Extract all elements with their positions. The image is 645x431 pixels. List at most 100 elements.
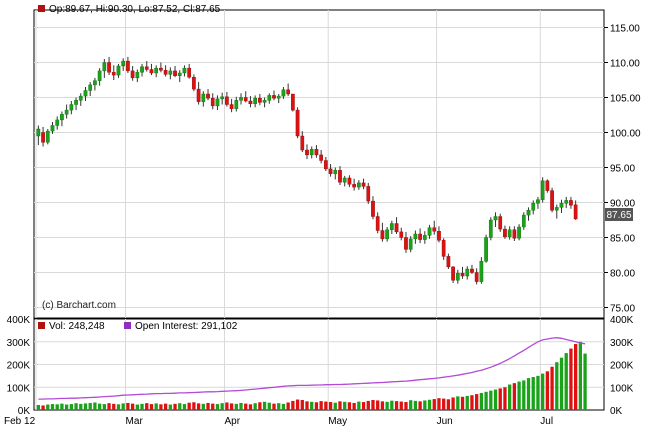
candle — [102, 59, 107, 78]
candle — [173, 66, 177, 78]
candle-body — [451, 266, 455, 281]
candle-body — [531, 202, 536, 211]
candle — [446, 253, 451, 269]
candle-body — [295, 109, 300, 137]
candle-body — [243, 97, 248, 102]
volume-bar — [229, 403, 234, 410]
candle — [333, 167, 338, 180]
candle — [399, 227, 404, 241]
candle — [319, 150, 323, 164]
candle-body — [418, 233, 422, 240]
candle — [347, 175, 352, 188]
candle-body — [488, 219, 493, 238]
candle — [531, 200, 536, 215]
ohlc-legend: Op:89.67, Hi:90.30, Lo:87.52, Cl:87.65 — [49, 4, 221, 15]
candle-body — [408, 238, 413, 250]
volume-bar — [376, 400, 380, 410]
volume-bar — [46, 404, 50, 410]
candle — [215, 95, 220, 111]
volume-bar — [295, 399, 300, 410]
candle — [427, 224, 432, 239]
candle-body — [225, 96, 229, 105]
volume-bar — [116, 404, 121, 410]
volume-bar — [460, 396, 465, 410]
candle — [441, 238, 446, 260]
candle-body — [267, 95, 272, 101]
candle-body — [324, 160, 328, 170]
candle — [352, 178, 356, 191]
volume-bar — [168, 404, 172, 410]
volume-bar — [522, 380, 526, 410]
candle — [192, 74, 196, 92]
candle-body — [399, 231, 404, 238]
candle — [154, 65, 159, 78]
candle-body — [93, 80, 97, 86]
volume-bar — [220, 403, 224, 410]
candle-body — [380, 230, 385, 240]
volume-bar — [446, 399, 451, 410]
candle — [225, 91, 229, 107]
candle-body — [371, 200, 375, 217]
candle-body — [159, 67, 163, 71]
candle — [573, 200, 578, 220]
candle — [512, 226, 517, 241]
volume-bar — [404, 402, 408, 410]
volume-bar — [192, 402, 196, 410]
candle — [324, 157, 328, 171]
candle-body — [258, 97, 262, 103]
candle-body — [239, 97, 243, 101]
candle — [182, 65, 187, 77]
candle-body — [210, 97, 215, 107]
candle-body — [432, 227, 437, 232]
candle — [413, 230, 418, 244]
candle — [474, 268, 479, 285]
candle-body — [361, 182, 366, 187]
volume-bar — [361, 402, 366, 410]
candle — [69, 101, 74, 115]
candle — [149, 63, 154, 76]
candle-body — [144, 66, 149, 70]
candle — [408, 236, 413, 253]
candle — [239, 93, 243, 105]
volume-bar — [60, 403, 64, 410]
volume-bar — [201, 403, 205, 410]
candle — [437, 226, 441, 243]
volume-bar — [314, 402, 319, 410]
candle — [45, 129, 50, 145]
volume-bar — [517, 381, 521, 410]
volume-bar — [135, 404, 139, 410]
volume-bar — [41, 405, 45, 410]
candle — [305, 144, 309, 160]
candle-body — [347, 177, 352, 185]
candle-body — [427, 227, 432, 236]
candle — [460, 266, 465, 279]
candle-body — [121, 60, 126, 67]
volume-bar — [456, 396, 460, 410]
candle — [168, 67, 173, 80]
volume-bar — [526, 378, 531, 410]
volume-bar — [442, 398, 446, 410]
volume-bar — [74, 403, 78, 410]
candle-body — [422, 235, 427, 240]
candle — [498, 213, 503, 232]
volume-bar — [97, 403, 102, 410]
volume-bar — [244, 403, 248, 410]
candle-body — [479, 261, 484, 282]
candle-body — [389, 223, 394, 231]
volume-bar — [465, 395, 469, 410]
volume-bar — [83, 403, 88, 410]
candle — [328, 164, 333, 177]
volume-bar — [182, 404, 187, 410]
price-tick-label: 95.00 — [610, 164, 635, 175]
candle-body — [220, 96, 225, 100]
volume-bar — [102, 404, 106, 410]
price-grid — [34, 10, 604, 318]
oi-legend-swatch — [124, 322, 131, 329]
candle — [342, 175, 347, 187]
candle — [451, 266, 455, 283]
volume-bar — [154, 403, 158, 410]
candle-body — [394, 223, 399, 233]
volume-bar — [451, 397, 455, 410]
